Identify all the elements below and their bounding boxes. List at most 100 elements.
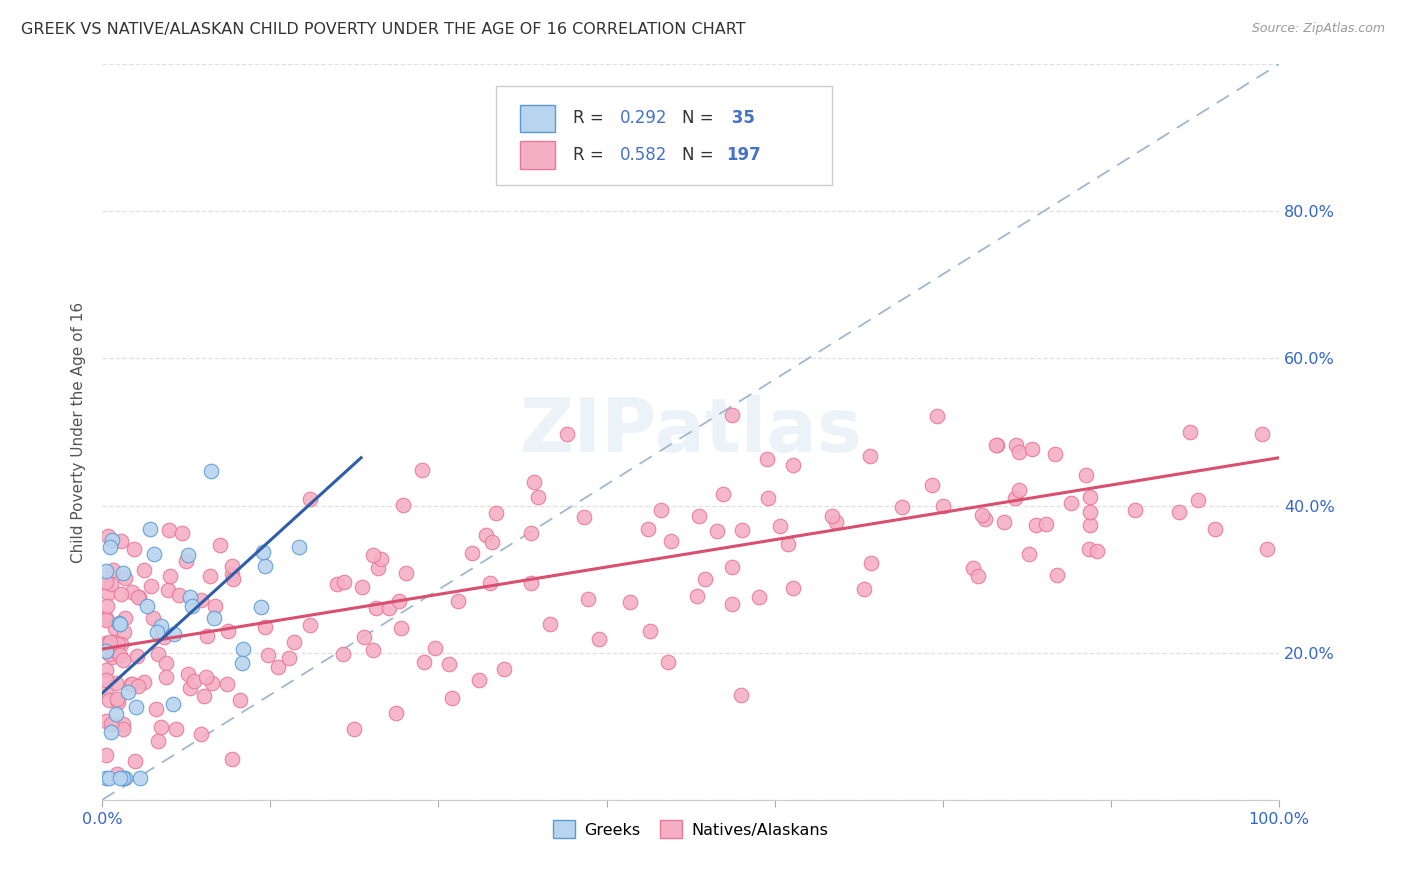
Point — [100, 717, 122, 731]
Text: GREEK VS NATIVE/ALASKAN CHILD POVERTY UNDER THE AGE OF 16 CORRELATION CHART: GREEK VS NATIVE/ALASKAN CHILD POVERTY UN… — [21, 22, 745, 37]
Point — [94, 636, 117, 650]
Point — [181, 599, 204, 613]
Point — [97, 693, 120, 707]
Point — [110, 534, 132, 549]
Point — [112, 625, 135, 640]
Point — [932, 499, 955, 513]
Point — [134, 675, 156, 690]
Point — [114, 571, 136, 585]
Point — [859, 449, 882, 463]
Point — [221, 752, 243, 766]
Point — [821, 509, 844, 524]
Point — [98, 647, 121, 661]
Text: N =: N = — [682, 109, 720, 127]
Point — [176, 666, 198, 681]
Point — [94, 748, 117, 763]
Point — [121, 584, 143, 599]
Point — [165, 722, 187, 736]
Point — [730, 523, 752, 537]
Point — [107, 637, 129, 651]
Point — [104, 675, 127, 690]
Point — [157, 582, 180, 597]
Point — [1043, 447, 1066, 461]
Point — [163, 626, 186, 640]
Point — [153, 630, 176, 644]
Point — [105, 707, 128, 722]
Point — [966, 569, 988, 583]
Point — [361, 643, 384, 657]
Point — [1025, 518, 1047, 533]
Point — [221, 559, 243, 574]
Text: 0.292: 0.292 — [620, 109, 668, 127]
Point — [1204, 522, 1226, 536]
FancyBboxPatch shape — [520, 141, 555, 169]
Point — [1077, 542, 1099, 557]
Point — [104, 621, 127, 635]
Point — [993, 515, 1015, 529]
Point — [1078, 518, 1101, 533]
Point — [782, 458, 804, 473]
Point — [94, 714, 117, 729]
Point — [94, 663, 117, 677]
Point — [150, 720, 173, 734]
Point — [117, 685, 139, 699]
Point — [619, 595, 641, 609]
Point — [1018, 547, 1040, 561]
Point — [1045, 568, 1067, 582]
Point — [481, 535, 503, 549]
Point — [195, 629, 218, 643]
Point — [782, 582, 804, 596]
Point — [637, 522, 659, 536]
Point — [377, 600, 399, 615]
Point — [204, 611, 226, 625]
Point — [135, 599, 157, 614]
Point — [94, 682, 117, 697]
Point — [388, 594, 411, 608]
Point — [193, 689, 215, 703]
Point — [721, 408, 744, 422]
Point — [1004, 491, 1026, 506]
Point — [134, 563, 156, 577]
Point — [520, 526, 543, 541]
Point — [461, 546, 484, 560]
Text: Source: ZipAtlas.com: Source: ZipAtlas.com — [1251, 22, 1385, 36]
Point — [94, 638, 117, 652]
Point — [111, 723, 134, 737]
Point — [96, 613, 118, 627]
Point — [283, 635, 305, 649]
Point — [1123, 503, 1146, 517]
Point — [361, 548, 384, 562]
Point — [145, 702, 167, 716]
Point — [159, 569, 181, 583]
Point — [150, 625, 173, 640]
Point — [114, 771, 136, 785]
Point — [177, 548, 200, 562]
Point — [100, 650, 122, 665]
Point — [120, 677, 142, 691]
Point — [204, 599, 226, 614]
Point — [107, 695, 129, 709]
Point — [367, 561, 389, 575]
Point — [984, 438, 1007, 452]
Text: R =: R = — [572, 109, 609, 127]
Point — [288, 540, 311, 554]
Point — [1256, 541, 1278, 556]
Point — [112, 717, 135, 731]
Point — [222, 572, 245, 586]
Point — [94, 771, 117, 785]
Point — [364, 600, 387, 615]
Point — [231, 656, 253, 670]
Point — [485, 507, 508, 521]
Point — [1178, 425, 1201, 439]
Point — [104, 644, 127, 658]
Point — [860, 557, 883, 571]
Point — [179, 681, 201, 695]
Point — [179, 590, 201, 604]
Point — [730, 688, 752, 702]
Point — [1250, 426, 1272, 441]
Point — [1187, 493, 1209, 508]
Point — [101, 533, 124, 548]
Point — [124, 541, 146, 556]
Point — [1021, 442, 1043, 456]
Point — [576, 592, 599, 607]
